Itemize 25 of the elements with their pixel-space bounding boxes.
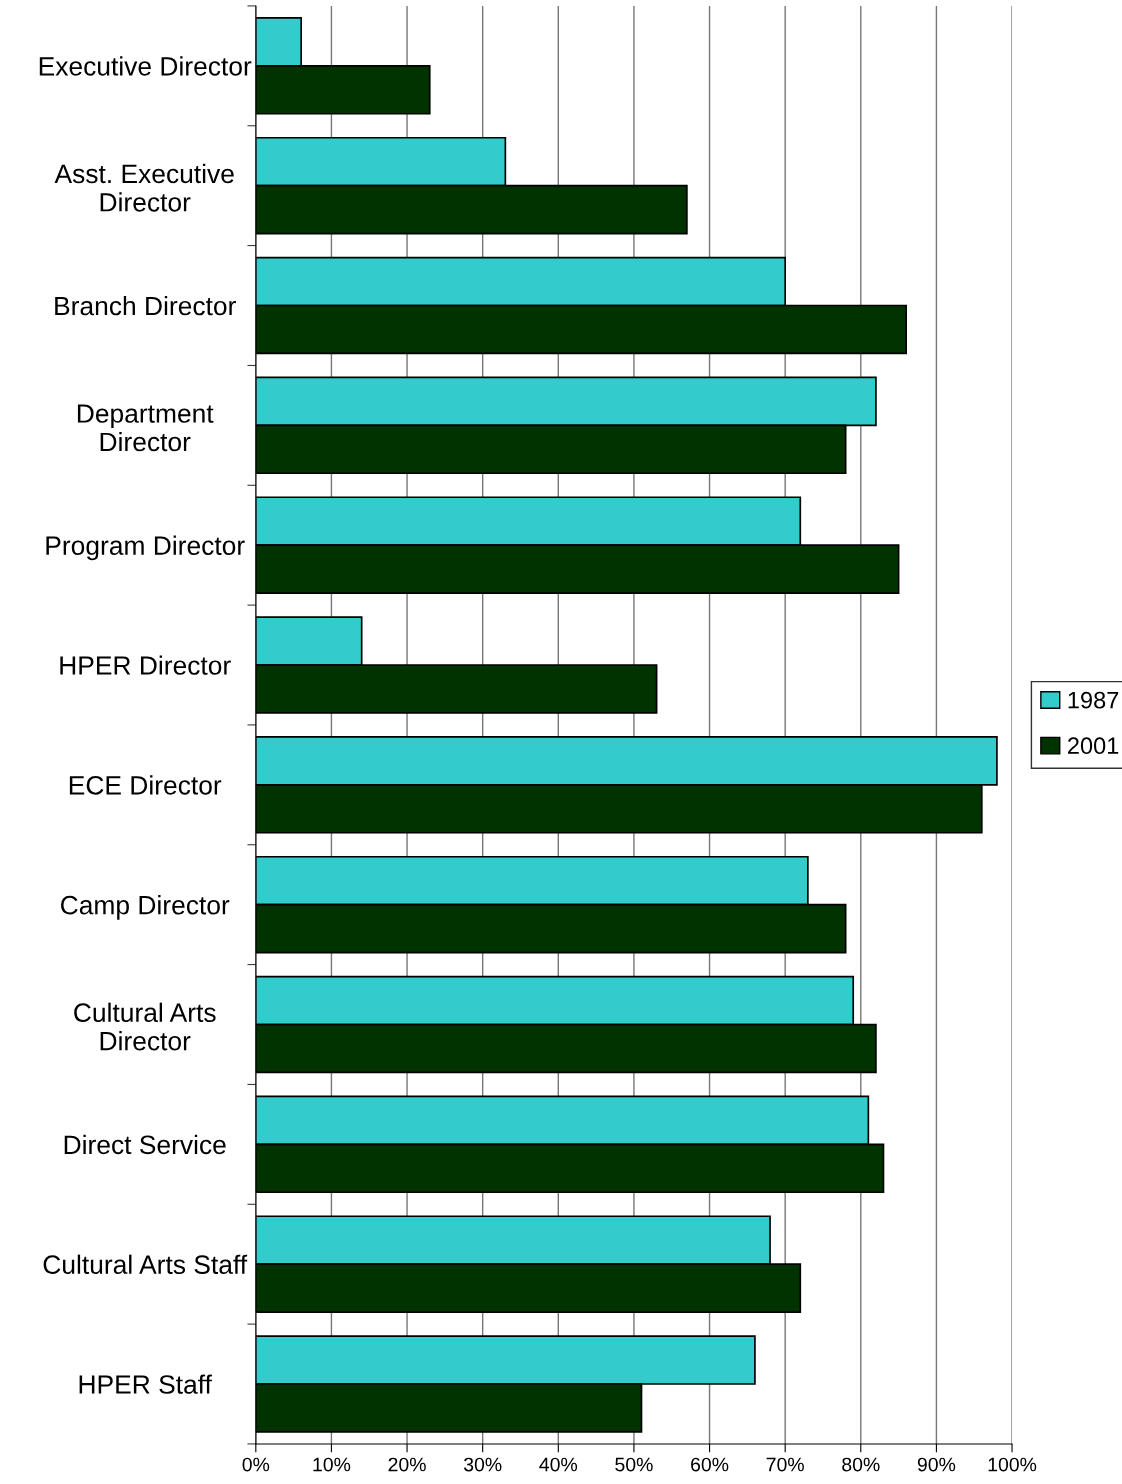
y-tick-label: Camp Director xyxy=(61,895,230,920)
legend-label: 1987 xyxy=(1068,691,1119,709)
y-tick-label: Executive Director xyxy=(39,56,252,76)
y-tick-label: ECE Director xyxy=(69,775,222,795)
x-tick-label: 10% xyxy=(313,1457,351,1472)
x-tick-label: 100% xyxy=(988,1457,1037,1472)
x-tick-label: 40% xyxy=(539,1457,578,1472)
x-tick-label: 30% xyxy=(463,1457,502,1472)
x-tick-label: 80% xyxy=(842,1457,880,1472)
y-tick-label: Department Director xyxy=(77,404,214,452)
y-tick-label: Branch Director xyxy=(55,295,236,316)
x-tick-label: 60% xyxy=(691,1457,729,1472)
legend-label: 2001 xyxy=(1068,737,1119,755)
y-tick-label: Direct Service xyxy=(64,1134,226,1155)
y-tick-label: Program Director xyxy=(46,535,245,561)
x-tick-label: 70% xyxy=(766,1457,804,1472)
y-tick-label: HPER Director xyxy=(60,655,231,675)
x-tick-label: 0% xyxy=(242,1457,270,1472)
x-tick-label: 50% xyxy=(615,1457,653,1472)
y-tick-label: Cultural Arts Director xyxy=(74,1002,216,1051)
y-tick-label: Asst. Executive Director xyxy=(54,163,234,212)
y-tick-label: HPER Staff xyxy=(79,1374,212,1394)
y-tick-label: Cultural Arts Staff xyxy=(43,1254,248,1274)
x-tick-label: 90% xyxy=(917,1457,956,1472)
x-tick-label: 20% xyxy=(388,1457,426,1472)
